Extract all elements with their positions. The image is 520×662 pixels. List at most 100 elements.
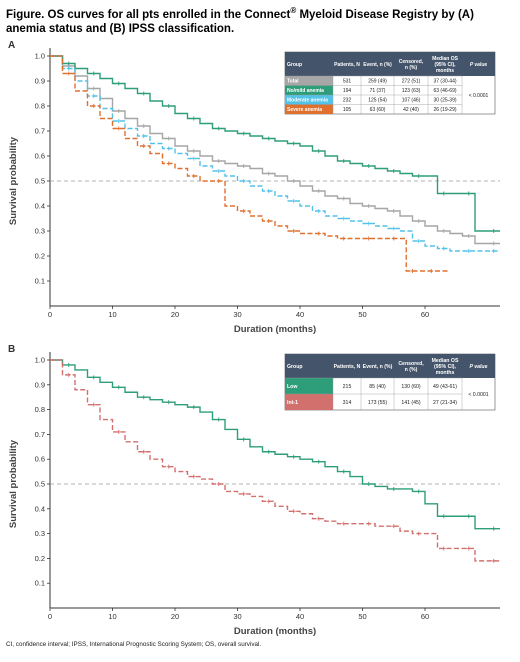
- table-row-cell: 130 (60): [401, 384, 421, 390]
- censor-mark-1: [291, 509, 296, 514]
- x-tick-label: 60: [421, 310, 429, 319]
- table-header-line: Patients, N: [334, 364, 361, 370]
- table-header-3: Censored, n (%): [399, 59, 424, 71]
- table-header-3: Censored, n (%): [398, 361, 424, 373]
- y-axis-label: Survival probability: [8, 136, 19, 225]
- censor-mark-2: [216, 169, 221, 173]
- censor-mark-3: [241, 209, 246, 213]
- censor-mark-1: [216, 126, 221, 131]
- table-row-cell: 232: [343, 98, 352, 104]
- y-tick-label: 0.7: [35, 430, 45, 439]
- y-tick-label: 0.4: [35, 202, 45, 211]
- table-header-line: Group: [287, 364, 303, 370]
- x-tick-label: 30: [233, 612, 241, 621]
- y-tick-label: 0.1: [35, 277, 45, 286]
- table-header-1: Patients, N: [334, 62, 360, 68]
- y-tick-label: 1.0: [35, 52, 45, 61]
- chart-panel-a: A 0.1 0.2 0.3 0.4 0.5 0.6 0.7 0.8 0.9 1.0 0 10 20 30 40…: [8, 40, 500, 335]
- censor-mark-1: [316, 149, 321, 153]
- table-header-line: P value: [470, 364, 488, 370]
- censor-mark-1: [316, 516, 321, 521]
- table-row-cell: 26 (19-29): [433, 107, 456, 113]
- y-tick-label: 0.4: [35, 504, 45, 513]
- table-header-2: Event, n (%): [363, 62, 392, 68]
- censor-mark-1: [91, 402, 96, 407]
- censor-mark-0: [116, 109, 121, 113]
- table-row-cell: 71 (37): [370, 88, 386, 94]
- censor-mark-1: [116, 429, 121, 434]
- table-row-cell: 141 (45): [401, 400, 421, 406]
- censor-mark-0: [391, 209, 396, 213]
- y-tick-label: 0.9: [35, 380, 45, 389]
- y-tick-label: 0.8: [35, 102, 45, 111]
- censor-mark-0: [491, 526, 496, 531]
- table-group-swatch: [285, 95, 333, 105]
- censor-mark-0: [216, 159, 221, 163]
- censor-mark-0: [316, 189, 321, 193]
- censor-mark-3: [191, 174, 196, 178]
- censor-mark-2: [166, 146, 171, 151]
- y-tick-label: 0.5: [35, 177, 45, 186]
- censor-mark-0: [141, 124, 146, 128]
- censor-mark-1: [416, 174, 421, 178]
- censor-mark-2: [66, 66, 71, 71]
- table-row-cell: 63 (46-69): [433, 88, 456, 94]
- series-line-1: [50, 55, 500, 232]
- censor-mark-1: [491, 229, 496, 233]
- y-tick-label: 1.0: [35, 356, 45, 365]
- table-row-cell: 63 (60): [370, 107, 386, 113]
- x-tick-label: 0: [48, 612, 52, 621]
- panel-letter: A: [8, 40, 15, 51]
- table-group-swatch: [285, 85, 333, 95]
- censor-mark-0: [166, 136, 171, 141]
- censor-mark-1: [141, 449, 146, 454]
- censor-mark-0: [341, 469, 346, 474]
- table-row-cell: 42 (40): [403, 107, 419, 113]
- figure-title: Figure. OS curves for all pts enrolled i…: [6, 6, 474, 35]
- x-tick-label: 50: [358, 310, 366, 319]
- x-tick-label: 0: [48, 310, 52, 319]
- censor-mark-1: [441, 546, 446, 551]
- censor-mark-1: [166, 104, 171, 108]
- censor-mark-3: [391, 236, 396, 241]
- y-tick-label: 0.7: [35, 127, 45, 136]
- series-line-2: [50, 55, 500, 252]
- censor-mark-1: [141, 91, 146, 96]
- table-header-line: (95% CI),: [434, 364, 456, 370]
- censor-mark-0: [91, 375, 96, 380]
- table-header-line: months: [436, 370, 455, 376]
- table-group-swatch: [285, 394, 333, 410]
- censor-mark-1: [266, 136, 271, 141]
- censor-mark-2: [466, 249, 471, 253]
- table-row-cell: 30 (25-39): [433, 98, 456, 104]
- table-header-line: P value: [470, 62, 488, 68]
- censor-mark-1: [466, 546, 471, 551]
- table-row-cell: 105: [343, 107, 352, 113]
- censor-mark-1: [241, 131, 246, 136]
- censor-mark-0: [341, 196, 346, 201]
- censor-mark-2: [191, 156, 196, 161]
- table-row-cell: 85 (40): [369, 384, 386, 390]
- table-row-cell: 125 (54): [368, 98, 387, 104]
- censor-mark-0: [416, 219, 421, 223]
- chart-panel-b: B 0.1 0.2 0.3 0.4 0.5 0.6 0.7 0.8 0.9 1.0 0 10 20 30 40…: [8, 344, 500, 637]
- censor-mark-2: [491, 249, 496, 253]
- series-line-0: [50, 359, 500, 530]
- censor-mark-0: [466, 234, 471, 238]
- censor-mark-3: [291, 229, 296, 233]
- x-tick-label: 40: [296, 310, 304, 319]
- table-header-band: [285, 354, 495, 378]
- table-group-swatch: [285, 378, 333, 394]
- y-tick-label: 0.6: [35, 152, 45, 161]
- censor-mark-0: [291, 179, 296, 183]
- censor-mark-3: [366, 236, 371, 241]
- censor-mark-3: [91, 104, 96, 108]
- censor-mark-3: [316, 231, 321, 236]
- censor-mark-0: [216, 417, 221, 422]
- censor-mark-2: [141, 134, 146, 138]
- table-header-line: Median OS: [432, 56, 459, 62]
- x-tick-label: 20: [171, 310, 179, 319]
- censor-mark-1: [116, 81, 121, 86]
- table-row-cell: 194: [343, 88, 352, 94]
- table-header-line: months: [436, 68, 454, 74]
